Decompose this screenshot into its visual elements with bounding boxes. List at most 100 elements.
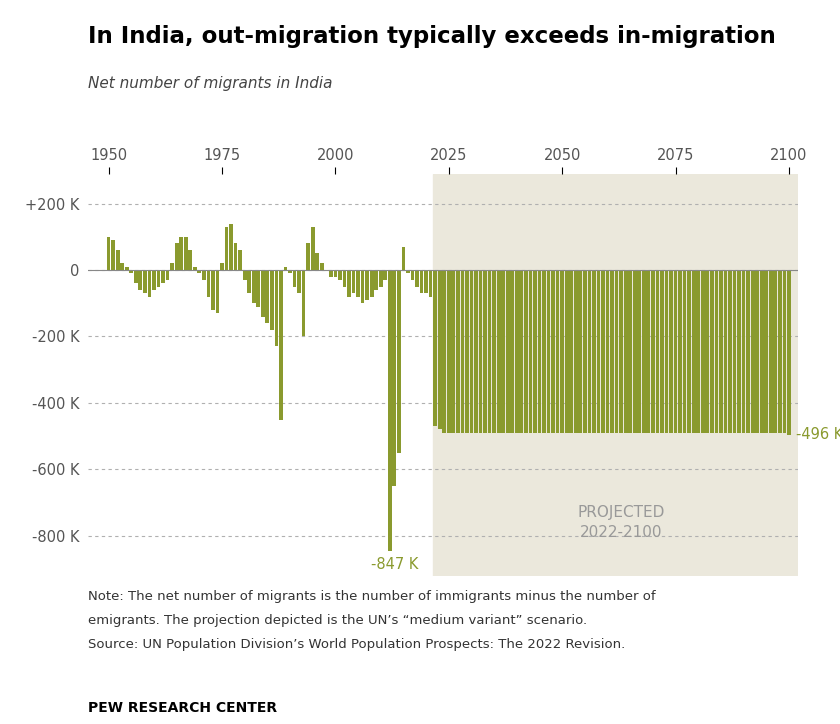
Bar — [511, 270, 514, 433]
Bar — [229, 224, 233, 270]
Bar — [270, 270, 274, 330]
Bar — [139, 270, 142, 290]
Bar — [451, 270, 455, 433]
Bar — [338, 270, 342, 280]
Bar — [642, 270, 646, 433]
Text: -496 K: -496 K — [795, 427, 840, 442]
Bar — [628, 270, 632, 433]
Bar — [107, 237, 111, 270]
Bar — [483, 270, 487, 433]
Bar — [655, 270, 659, 433]
Bar — [560, 270, 564, 433]
Bar — [370, 270, 374, 297]
Bar — [315, 253, 319, 270]
Text: -847 K: -847 K — [370, 557, 418, 572]
Bar — [188, 250, 192, 270]
Bar — [774, 270, 777, 433]
Bar — [587, 270, 591, 433]
Bar — [742, 270, 745, 433]
Bar — [715, 270, 718, 433]
Text: Net number of migrants in India: Net number of migrants in India — [88, 76, 333, 91]
Bar — [193, 266, 197, 270]
Bar — [156, 270, 160, 287]
Bar — [433, 270, 437, 426]
Bar — [524, 270, 528, 433]
Bar — [252, 270, 255, 303]
Bar — [220, 264, 223, 270]
Bar — [678, 270, 682, 433]
Bar — [438, 270, 442, 429]
Bar — [606, 270, 609, 433]
Bar — [120, 264, 124, 270]
Bar — [284, 266, 287, 270]
Bar — [638, 270, 641, 433]
Bar — [356, 270, 360, 297]
Bar — [592, 270, 596, 433]
Bar — [171, 264, 174, 270]
Bar — [764, 270, 768, 433]
Text: Source: UN Population Division’s World Population Prospects: The 2022 Revision.: Source: UN Population Division’s World P… — [88, 638, 626, 651]
Bar — [651, 270, 654, 433]
Bar — [760, 270, 764, 433]
Bar — [302, 270, 306, 337]
Bar — [633, 270, 637, 433]
Bar — [746, 270, 750, 433]
Bar — [755, 270, 759, 433]
Bar — [216, 270, 219, 313]
Bar — [583, 270, 586, 433]
Bar — [265, 270, 269, 323]
Bar — [292, 270, 297, 287]
Text: PROJECTED
2022-2100: PROJECTED 2022-2100 — [577, 505, 664, 540]
Bar — [111, 240, 115, 270]
Bar — [211, 270, 215, 310]
Text: In India, out-migration typically exceeds in-migration: In India, out-migration typically exceed… — [88, 25, 776, 49]
Bar — [433, 174, 798, 576]
Bar — [470, 270, 473, 433]
Bar — [723, 270, 727, 433]
Bar — [538, 270, 541, 433]
Bar — [415, 270, 419, 287]
Bar — [660, 270, 664, 433]
Bar — [379, 270, 382, 287]
Bar — [683, 270, 686, 433]
Bar — [570, 270, 573, 433]
Bar — [375, 270, 378, 290]
Bar — [297, 270, 301, 293]
Bar — [175, 243, 179, 270]
Bar — [256, 270, 260, 306]
Bar — [474, 270, 478, 433]
Bar — [610, 270, 614, 433]
Bar — [624, 270, 627, 433]
Bar — [669, 270, 673, 433]
Bar — [125, 266, 129, 270]
Bar — [134, 270, 138, 283]
Bar — [769, 270, 773, 433]
Bar — [488, 270, 491, 433]
Bar — [428, 270, 433, 297]
Bar — [696, 270, 700, 433]
Bar — [528, 270, 533, 433]
Bar — [647, 270, 650, 433]
Bar — [279, 270, 283, 419]
Bar — [406, 270, 410, 274]
Bar — [402, 247, 405, 270]
Bar — [152, 270, 156, 290]
Bar — [197, 270, 201, 274]
Bar — [710, 270, 714, 433]
Bar — [420, 270, 423, 293]
Bar — [465, 270, 469, 433]
Bar — [728, 270, 732, 433]
Bar — [383, 270, 387, 280]
Bar — [778, 270, 782, 433]
Bar — [184, 237, 187, 270]
Bar — [460, 270, 465, 433]
Bar — [564, 270, 569, 433]
Text: emigrants. The projection depicted is the UN’s “medium variant” scenario.: emigrants. The projection depicted is th… — [88, 614, 587, 627]
Bar — [751, 270, 754, 433]
Bar — [619, 270, 623, 433]
Bar — [129, 270, 134, 274]
Bar — [719, 270, 722, 433]
Bar — [347, 270, 351, 297]
Bar — [783, 270, 786, 433]
Bar — [224, 227, 228, 270]
